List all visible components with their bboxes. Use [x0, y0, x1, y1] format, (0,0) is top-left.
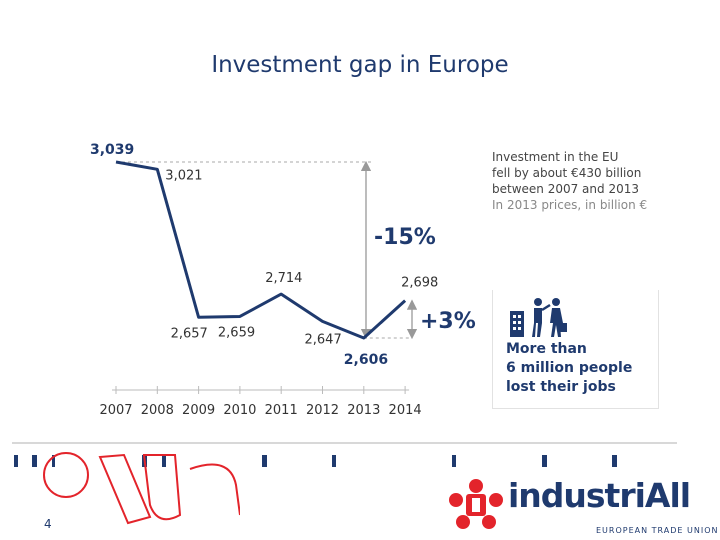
note-line-3: between 2007 and 2013	[492, 182, 639, 196]
jobs-line-1: More than	[506, 341, 587, 357]
jobs-panel	[492, 290, 659, 409]
jobs-callout: More than 6 million people lost their jo…	[506, 340, 656, 397]
jobs-line-3: lost their jobs	[506, 379, 616, 395]
x-tick-label: 2010	[223, 403, 256, 418]
chart-guides	[116, 160, 418, 340]
note-line-4: In 2013 prices, in billion €	[492, 198, 648, 212]
chart-series	[115, 160, 407, 340]
people-leaving-office-icon	[510, 298, 567, 337]
industriall-logo: industriAll EUROPEAN TRADE UNION	[446, 472, 720, 540]
data-label: 2,659	[218, 325, 255, 340]
investment-note: Investment in the EU fell by about €430 …	[492, 149, 677, 213]
data-label: 3,039	[90, 142, 134, 158]
x-tick-label: 2007	[99, 403, 132, 418]
x-tick-label: 2014	[389, 403, 422, 418]
annotation-recovery: +3%	[420, 309, 476, 334]
x-axis: 2007 2008 2009 2010 2011 2012 2013 2014	[99, 386, 422, 418]
note-line-1: Investment in the EU	[492, 150, 619, 164]
logo-wordmark: industriAll	[508, 476, 691, 515]
line-chart: 2007 2008 2009 2010 2011 2012 2013 2014 -15% +3%…	[90, 142, 476, 418]
footer-divider	[12, 442, 677, 444]
annotation-decline: -15%	[374, 225, 436, 250]
x-tick-label: 2008	[141, 403, 174, 418]
industriall-star-icon	[449, 479, 503, 529]
jobs-line-2: 6 million people	[506, 360, 633, 376]
x-tick-label: 2011	[265, 403, 298, 418]
series-line	[115, 160, 407, 340]
page-number: 4	[44, 517, 52, 531]
data-label: 3,021	[165, 168, 202, 183]
x-tick-label: 2013	[347, 403, 380, 418]
x-tick-label: 2012	[306, 403, 339, 418]
data-label: 2,606	[344, 352, 388, 368]
data-label: 2,657	[171, 326, 208, 341]
data-label: 2,698	[401, 276, 438, 291]
data-label: 2,647	[305, 332, 342, 347]
logo-subtitle: EUROPEAN TRADE UNION	[596, 526, 719, 535]
data-label: 2,714	[265, 271, 302, 286]
x-tick-label: 2009	[182, 403, 215, 418]
decorative-outline-shapes	[43, 452, 240, 525]
page-title: Investment gap in Europe	[211, 52, 509, 78]
note-line-2: fell by about €430 billion	[492, 166, 642, 180]
